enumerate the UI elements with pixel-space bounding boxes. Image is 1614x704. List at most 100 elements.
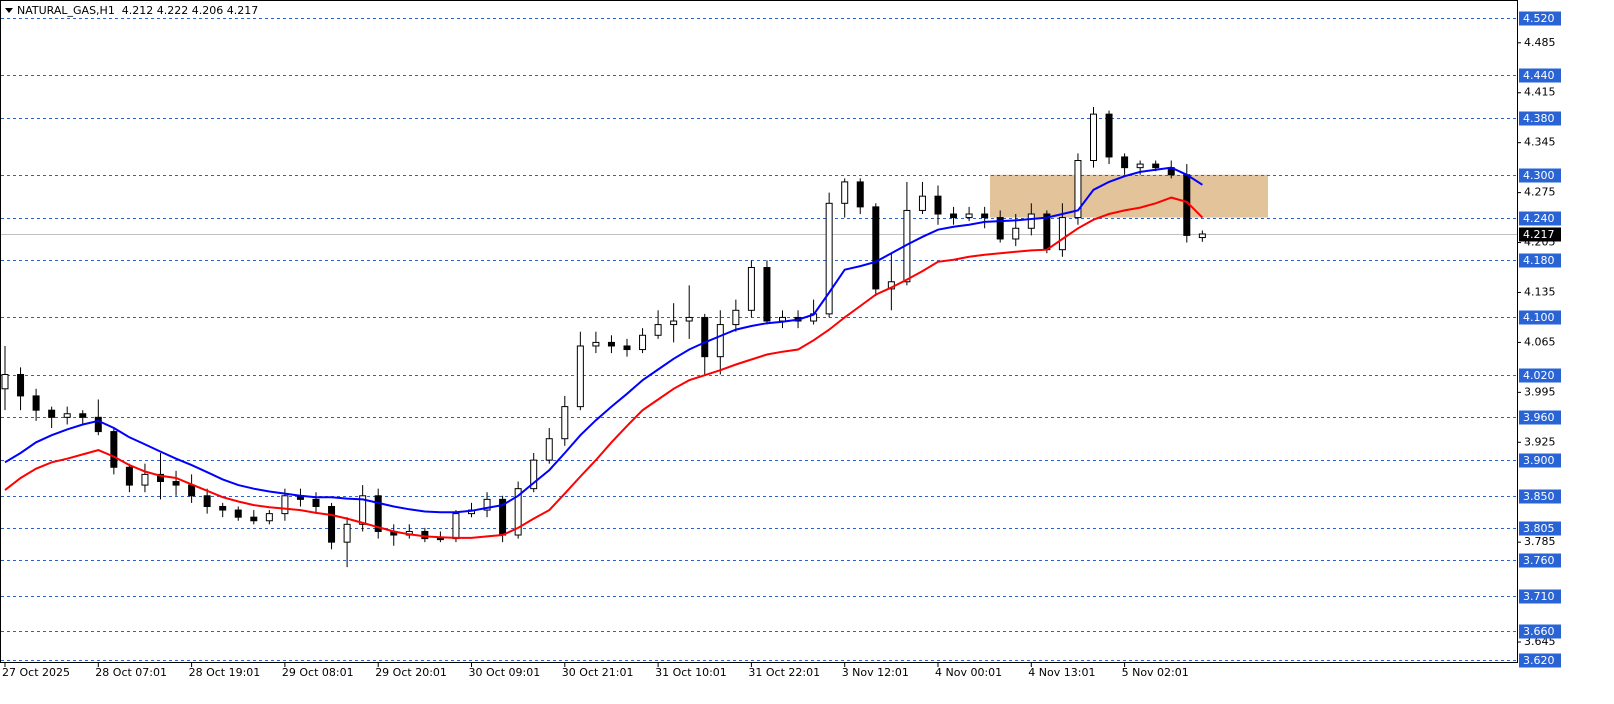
candle-body — [141, 473, 149, 486]
level-label: 3.710 — [1523, 590, 1555, 603]
candle-body — [918, 195, 926, 211]
candle-body — [1012, 227, 1020, 240]
candle-body — [685, 316, 693, 322]
candle-body — [716, 324, 724, 358]
level-label-box — [1519, 68, 1561, 83]
candle-body — [1136, 163, 1144, 169]
y-tick-label: 4.415 — [1524, 86, 1556, 99]
x-tick-label: 28 Oct 19:01 — [189, 666, 261, 679]
y-tick-label: 4.275 — [1524, 186, 1556, 199]
y-tick-label: 4.485 — [1524, 36, 1556, 49]
level-label: 4.440 — [1523, 69, 1555, 82]
level-label-box — [1519, 253, 1561, 268]
candle-body — [607, 341, 615, 347]
candle-body — [421, 530, 429, 540]
candle-body — [732, 309, 740, 326]
candle-body — [328, 505, 336, 543]
candle-body — [234, 509, 242, 518]
y-tick-label: 3.925 — [1524, 435, 1556, 448]
x-tick-label: 3 Nov 12:01 — [842, 666, 909, 679]
candle-body — [934, 195, 942, 215]
candle-body — [265, 513, 273, 522]
x-tick-label: 5 Nov 02:01 — [1122, 666, 1189, 679]
candle-body — [219, 505, 227, 511]
candle-body — [763, 267, 771, 322]
level-label-box — [1519, 111, 1561, 126]
level-label: 4.520 — [1523, 12, 1555, 25]
x-tick-label: 30 Oct 21:01 — [562, 666, 634, 679]
level-label-box — [1519, 521, 1561, 536]
candle-body — [530, 459, 538, 490]
candle-body — [281, 495, 289, 515]
level-label-box — [1519, 589, 1561, 604]
candle-body — [576, 345, 584, 408]
level-label: 4.180 — [1523, 254, 1555, 267]
menu-arrow[interactable] — [5, 8, 13, 13]
candle-body — [965, 213, 973, 219]
candle-body — [1090, 113, 1097, 162]
candle-body — [63, 413, 71, 418]
level-label: 4.240 — [1523, 212, 1555, 225]
y-tick-label: 4.065 — [1524, 335, 1556, 348]
candle-body — [981, 213, 989, 219]
level-label-box — [1519, 168, 1561, 183]
candle-body — [32, 395, 40, 411]
candle-body — [436, 538, 444, 541]
candle-body — [1121, 156, 1129, 169]
candle-body — [670, 320, 678, 326]
candle-body — [747, 267, 755, 311]
candle-body — [1074, 160, 1082, 219]
candle-body — [1152, 163, 1160, 169]
candle-body — [483, 498, 491, 511]
candle-body — [950, 213, 958, 219]
candle-body — [872, 206, 880, 290]
x-tick-label: 31 Oct 10:01 — [655, 666, 727, 679]
y-tick-label: 3.785 — [1524, 535, 1556, 548]
candle-body — [1058, 217, 1066, 251]
candle-body — [654, 324, 662, 336]
candle-body — [639, 334, 647, 351]
level-label: 3.620 — [1523, 654, 1555, 667]
level-label-box — [1519, 410, 1561, 425]
level-label-box — [1519, 453, 1561, 468]
last-price-label: 4.217 — [1523, 228, 1555, 241]
candle-body — [841, 181, 849, 204]
x-tick-label: 4 Nov 00:01 — [935, 666, 1002, 679]
level-label: 3.960 — [1523, 411, 1555, 424]
x-tick-label: 27 Oct 2025 — [2, 666, 70, 679]
candle-body — [856, 181, 864, 208]
level-label: 4.020 — [1523, 369, 1555, 382]
candle-body — [1043, 213, 1051, 251]
candle-body — [17, 374, 25, 397]
candle-body — [125, 466, 133, 486]
level-label-box — [1519, 11, 1561, 26]
x-tick-label: 4 Nov 13:01 — [1028, 666, 1095, 679]
candle-body — [48, 409, 56, 418]
candle-body — [1198, 233, 1206, 239]
level-label: 4.100 — [1523, 311, 1555, 324]
candle-body — [172, 481, 180, 486]
candle-body — [110, 431, 118, 468]
candle-body — [1, 374, 9, 390]
y-tick-label: 4.345 — [1524, 136, 1556, 149]
x-tick-label: 29 Oct 08:01 — [282, 666, 354, 679]
candle-body — [825, 202, 833, 315]
candle-body — [343, 523, 351, 543]
candle-body — [250, 516, 258, 522]
candle-body — [996, 217, 1004, 240]
level-label-box — [1519, 624, 1561, 639]
candle-body — [452, 513, 460, 540]
level-label-box — [1519, 368, 1561, 383]
plot-frame — [0, 0, 1518, 663]
y-tick-label: 3.995 — [1524, 385, 1556, 398]
x-tick-label: 28 Oct 07:01 — [95, 666, 167, 679]
candle-body — [514, 488, 522, 536]
candle-body — [623, 345, 631, 351]
x-tick-label: 29 Oct 20:01 — [375, 666, 447, 679]
x-tick-label: 30 Oct 09:01 — [469, 666, 541, 679]
level-label-box — [1519, 211, 1561, 226]
level-label-box — [1519, 310, 1561, 325]
level-label-box — [1519, 653, 1561, 668]
last-price-box — [1519, 227, 1561, 242]
